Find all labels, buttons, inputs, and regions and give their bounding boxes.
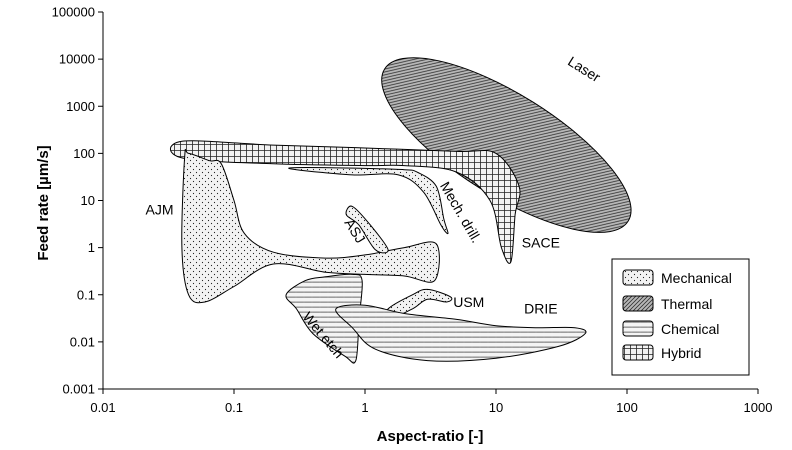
legend-swatch-mechanical [622,269,654,286]
y-tick-label: 1000 [66,99,95,114]
legend-label-chemical: Chemical [661,321,719,337]
y-tick-label: 0.01 [70,334,95,349]
region-mech-drill [288,167,449,235]
legend-swatch-hybrid [622,344,654,361]
region-asj [345,205,389,254]
x-tick-label: 1000 [744,400,773,415]
y-tick-label: 1 [88,240,95,255]
x-axis-title: Aspect-ratio [-] [377,428,484,445]
axes-layer: 0.01 0.1 1 10 100 1000 0.001 0.01 0.1 1 10 100 1000 1… [52,5,773,416]
y-tick-label: 0.1 [77,287,95,302]
x-tick-label: 10 [489,400,503,415]
region-laser [381,57,632,233]
y-tick-label: 0.001 [62,382,95,397]
y-tick-label: 10 [81,193,95,208]
region-sace [169,140,521,264]
region-label-laser: Laser [565,53,603,85]
y-axis-title: Feed rate [µm/s] [35,145,52,260]
y-tick-label: 10000 [59,52,95,67]
region-label-mech-drill: Mech. drill. [437,179,485,246]
region-label-drie: DRIE [524,301,557,317]
legend-label-hybrid: Hybrid [661,345,701,361]
x-tick-label: 0.1 [225,400,243,415]
x-tick-label: 0.01 [90,400,115,415]
region-ajm [181,148,440,304]
region-label-usm: USM [453,294,484,310]
x-tick-label: 1 [361,400,368,415]
region-label-sace: SACE [522,235,560,251]
legend-label-thermal: Thermal [661,296,712,312]
legend-swatch-thermal [622,295,654,312]
region-drie [335,304,587,362]
legend: Mechanical Thermal Chemical Hybrid [611,258,750,376]
x-tick-label: 100 [616,400,638,415]
legend-label-mechanical: Mechanical [661,270,732,286]
legend-swatch-chemical [622,320,654,337]
y-tick-label: 100 [73,146,95,161]
y-tick-label: 100000 [52,5,95,20]
regions-layer [169,57,632,364]
region-label-ajm: AJM [146,202,174,218]
